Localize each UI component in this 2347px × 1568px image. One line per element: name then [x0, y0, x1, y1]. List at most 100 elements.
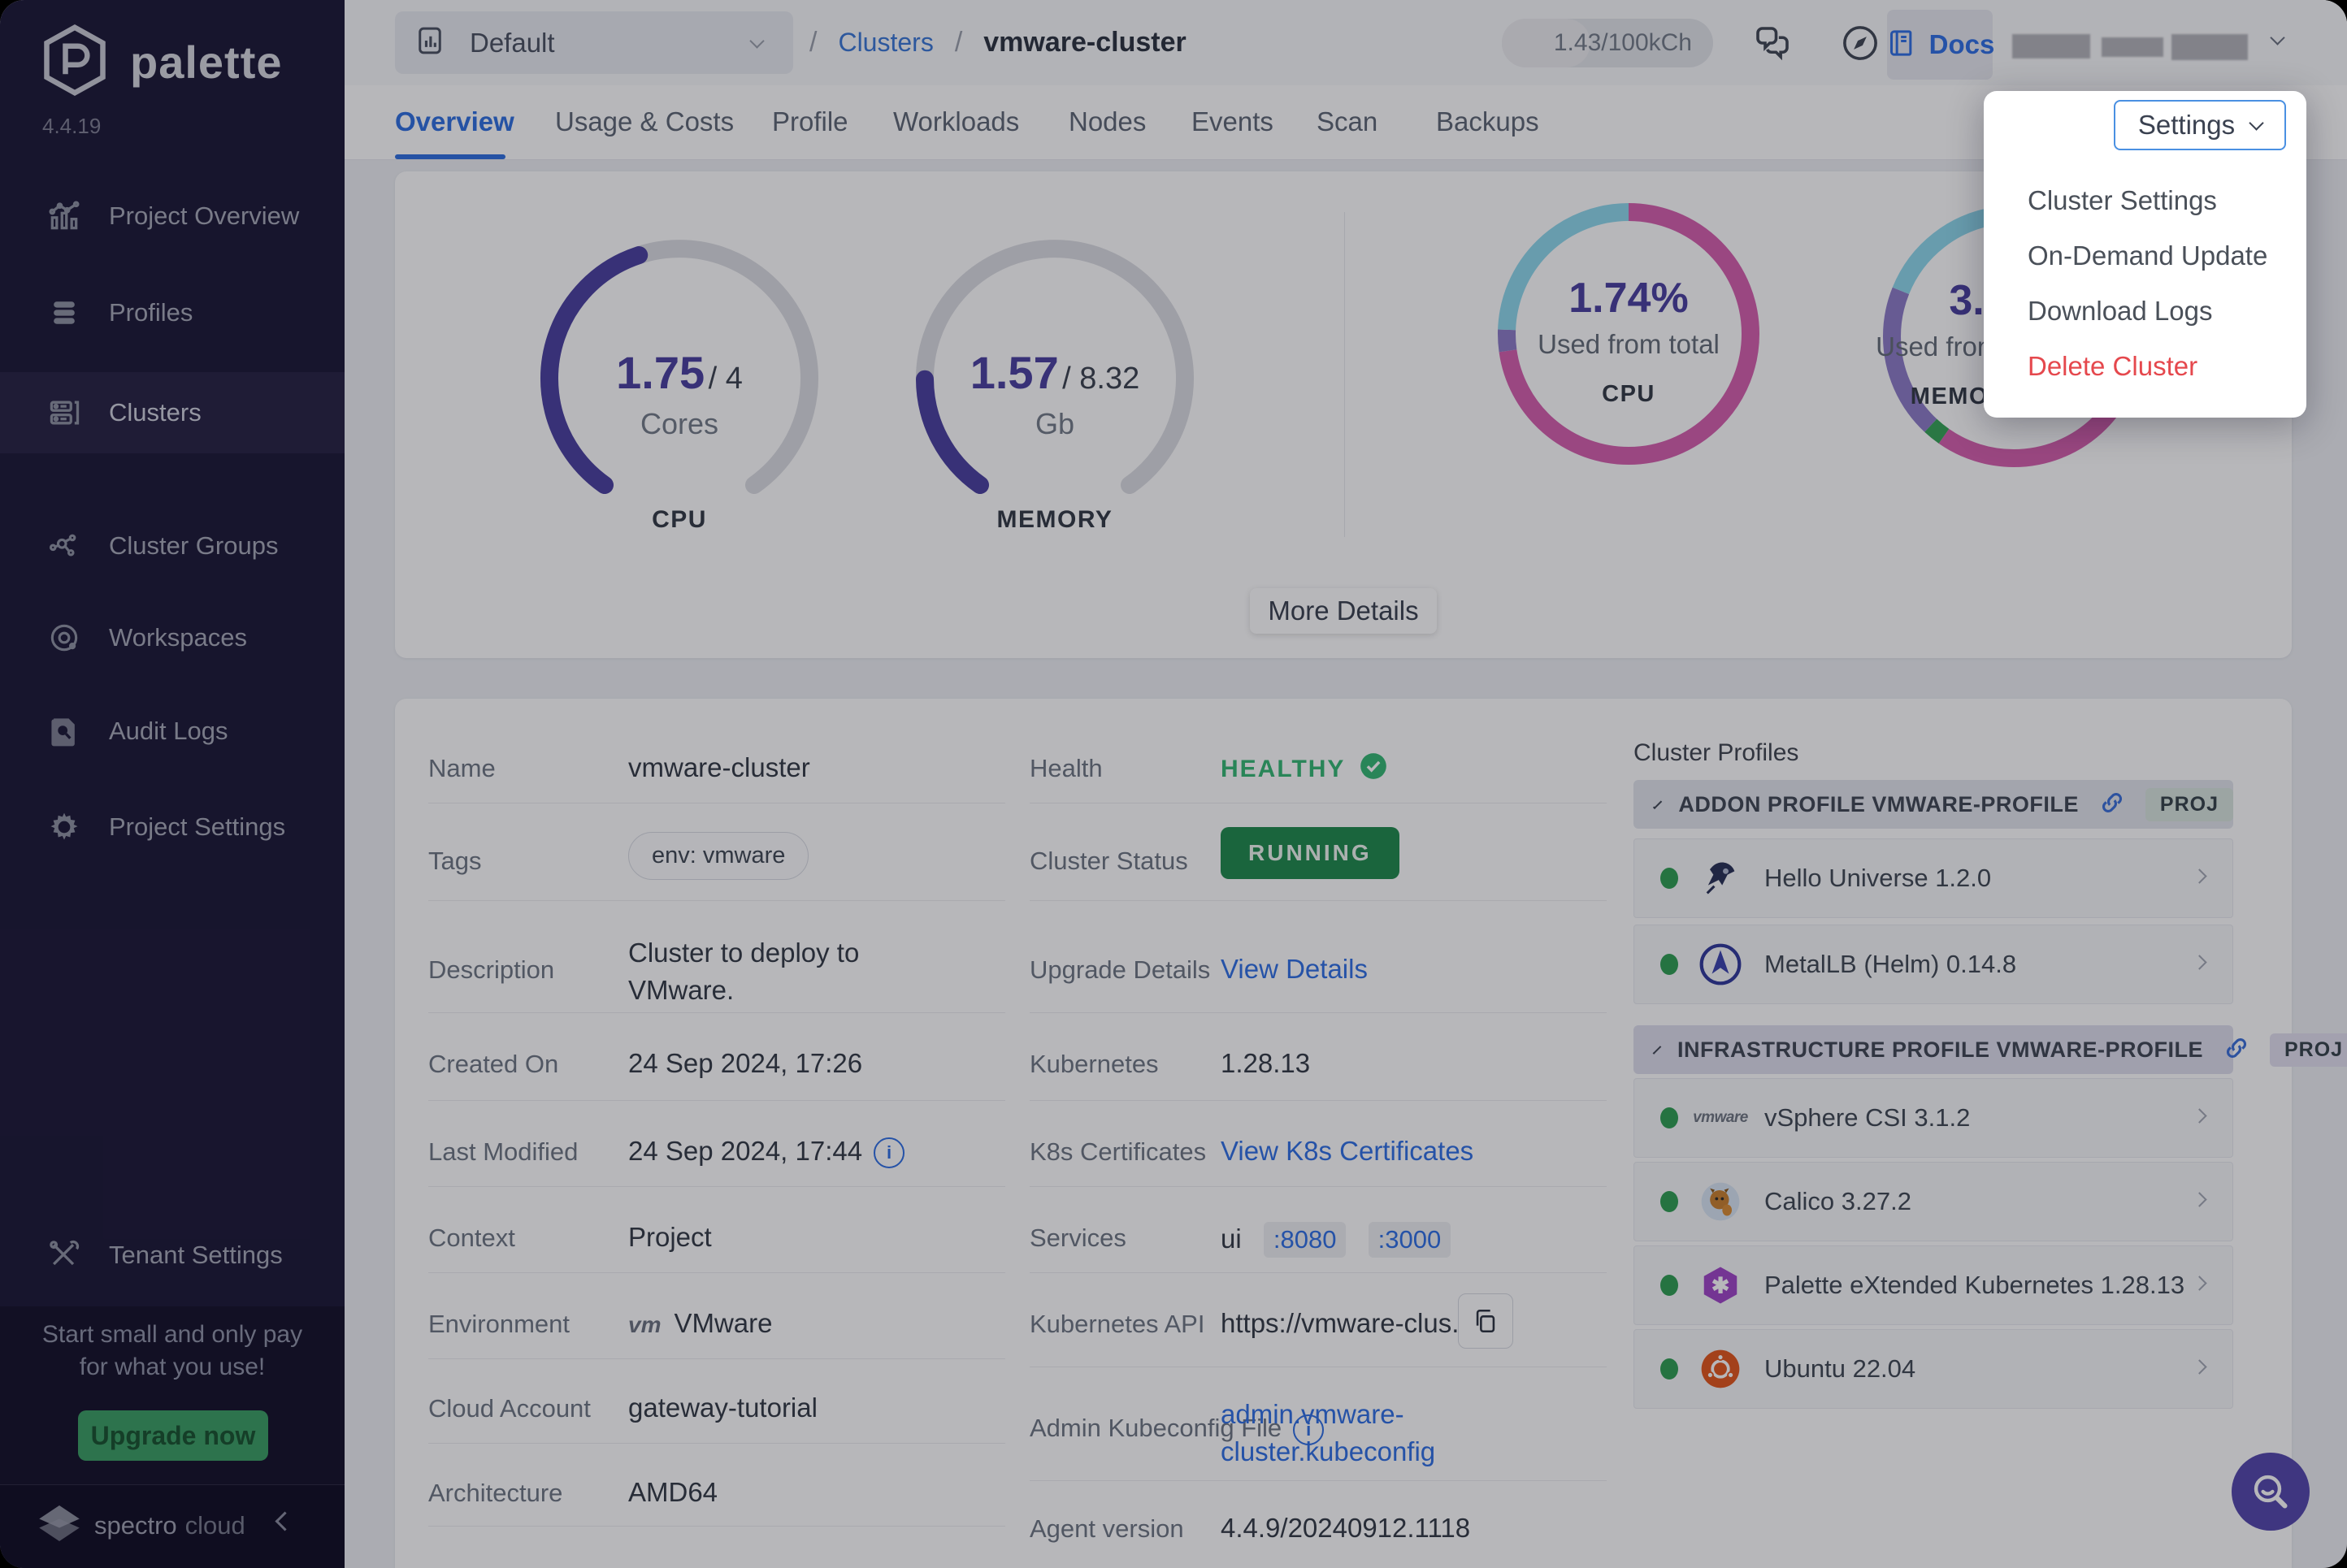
link-icon	[2098, 789, 2126, 821]
search-fab-button[interactable]	[2232, 1453, 2310, 1531]
k8s-certificates-label: K8s Certificates	[1030, 1137, 1207, 1166]
sidebar-item-label: Audit Logs	[109, 717, 228, 745]
usage-quota-badge: 1.43/100kCh	[1502, 19, 1713, 67]
menu-item-delete-cluster[interactable]: Delete Cluster	[2028, 351, 2198, 381]
user-menu-chevron-icon[interactable]	[2270, 30, 2285, 47]
footer-brand-secondary: cloud	[184, 1511, 245, 1540]
service-port-link[interactable]: :8080	[1263, 1222, 1347, 1258]
services-label: Services	[1030, 1224, 1126, 1252]
sidebar-item-cluster-groups[interactable]: Cluster Groups	[0, 505, 345, 587]
sidebar-item-project-overview[interactable]: Project Overview	[0, 175, 345, 257]
tab-profile[interactable]: Profile	[772, 85, 848, 158]
cpu-percent-donut: 1.74% Used from total CPU	[1490, 196, 1783, 472]
metallb-icon	[1698, 942, 1743, 987]
project-selector[interactable]: Default	[395, 11, 793, 74]
memory-gauge-label: MEMORY	[996, 506, 1113, 533]
sidebar-item-project-settings[interactable]: Project Settings	[0, 786, 345, 868]
menu-item-cluster-settings[interactable]: Cluster Settings	[2028, 185, 2217, 215]
status-dot-icon	[1660, 1358, 1678, 1380]
upgrade-promo: Start small and only pay for what you us…	[0, 1306, 345, 1484]
user-name-redacted	[2012, 34, 2090, 58]
service-port-link[interactable]: :3000	[1368, 1222, 1451, 1258]
tab-usage-costs[interactable]: Usage & Costs	[555, 85, 734, 158]
cpu-gauge: 1.75 / 4 Cores CPU	[533, 232, 826, 533]
agent-version-label: Agent version	[1030, 1514, 1184, 1543]
spectro-cloud-logo-icon	[33, 1497, 86, 1554]
tab-backups[interactable]: Backups	[1436, 85, 1539, 158]
chat-icon[interactable]	[1750, 21, 1794, 65]
infrastructure-profile-group-header[interactable]: INFRASTRUCTURE PROFILE VMWARE-PROFILE PR…	[1633, 1025, 2347, 1074]
profile-layer-row-metallb[interactable]: MetalLB (Helm) 0.14.8	[1633, 925, 2233, 1004]
calico-icon	[1698, 1179, 1743, 1224]
profile-layer-row-hello-universe[interactable]: Hello Universe 1.2.0	[1633, 838, 2233, 918]
chevron-right-icon	[2192, 1276, 2207, 1293]
view-details-link[interactable]: View Details	[1221, 954, 1368, 984]
menu-item-download-logs[interactable]: Download Logs	[2028, 296, 2213, 326]
layers-icon	[46, 294, 83, 331]
settings-dropdown: Settings Cluster Settings On-Demand Upda…	[1984, 91, 2306, 418]
tab-nodes[interactable]: Nodes	[1069, 85, 1146, 158]
settings-button[interactable]: Settings	[2114, 100, 2286, 150]
admin-kubeconfig-link[interactable]: admin.vmware- cluster.kubeconfig	[1221, 1399, 1436, 1466]
sidebar-item-profiles[interactable]: Profiles	[0, 272, 345, 353]
link-icon	[2223, 1034, 2250, 1066]
collapse-sidebar-icon[interactable]	[275, 1511, 295, 1532]
copy-button[interactable]	[1458, 1293, 1513, 1349]
profile-layer-row-vsphere-csi[interactable]: vmware vSphere CSI 3.1.2	[1633, 1078, 2233, 1158]
usage-summary-card: 1.75 / 4 Cores CPU 1.57 / 8.32 Gb MEMORY	[395, 171, 2292, 658]
row-divider	[428, 1358, 1005, 1359]
sidebar-item-audit-logs[interactable]: Audit Logs	[0, 691, 345, 772]
upgrade-now-button[interactable]: Upgrade now	[78, 1410, 268, 1461]
chevron-right-icon	[2192, 955, 2207, 972]
settings-button-label: Settings	[2137, 110, 2236, 140]
memory-used: 1.57	[970, 347, 1059, 398]
sidebar-item-workspaces[interactable]: Workspaces	[0, 597, 345, 678]
last-modified-value: 24 Sep 2024, 17:44 i	[628, 1136, 905, 1169]
info-icon[interactable]: i	[1293, 1414, 1325, 1445]
kubernetes-label: Kubernetes	[1030, 1050, 1159, 1078]
profile-layer-row-calico[interactable]: Calico 3.27.2	[1633, 1162, 2233, 1241]
profile-layer-row-ubuntu[interactable]: Ubuntu 22.04	[1633, 1329, 2233, 1409]
info-icon[interactable]: i	[874, 1137, 905, 1169]
tab-events[interactable]: Events	[1191, 85, 1273, 158]
cpu-percent-label: CPU	[1602, 381, 1655, 407]
health-label: Health	[1030, 754, 1103, 782]
view-k8s-certificates-link[interactable]: View K8s Certificates	[1221, 1136, 1474, 1166]
promo-line-2: for what you use!	[79, 1354, 266, 1380]
status-dot-icon	[1660, 954, 1678, 975]
project-selector-value: Default	[470, 27, 555, 58]
sidebar-item-tenant-settings[interactable]: Tenant Settings	[0, 1215, 345, 1296]
memory-capacity: 8.32	[1079, 362, 1140, 396]
cpu-unit: Cores	[640, 407, 719, 440]
tab-label: Events	[1191, 106, 1273, 136]
tab-workloads[interactable]: Workloads	[893, 85, 1019, 158]
row-divider	[428, 1012, 1005, 1013]
more-details-button[interactable]: More Details	[1250, 588, 1437, 634]
breadcrumb-current: vmware-cluster	[983, 27, 1187, 58]
compass-icon[interactable]	[1838, 21, 1882, 65]
cpu-percent-text: 1.74% Used from total CPU	[1490, 274, 1767, 408]
kubernetes-api-value: https://vmware-clus...	[1221, 1308, 1474, 1338]
status-dot-icon	[1660, 868, 1678, 889]
addon-profile-group-header[interactable]: ADDON PROFILE VMWARE-PROFILE PROJ	[1633, 780, 2233, 829]
breadcrumb-clusters-link[interactable]: Clusters	[838, 28, 934, 57]
sidebar-item-label: Clusters	[109, 398, 202, 427]
sidebar-item-clusters[interactable]: Clusters	[0, 372, 345, 453]
status-dot-icon	[1660, 1191, 1678, 1212]
profile-layer-row-palette-extended-kubernetes[interactable]: ✱ Palette eXtended Kubernetes 1.28.13	[1633, 1245, 2233, 1325]
promo-line-1: Start small and only pay	[41, 1321, 303, 1348]
tab-overview[interactable]: Overview	[395, 85, 514, 159]
audit-log-icon	[46, 713, 83, 750]
row-divider	[428, 1526, 1005, 1527]
architecture-label: Architecture	[428, 1479, 563, 1507]
row-divider	[1030, 1186, 1607, 1187]
sidebar-item-label: Profiles	[109, 298, 193, 327]
tab-scan[interactable]: Scan	[1317, 85, 1377, 158]
tag-chip: env: vmware	[628, 832, 809, 880]
menu-item-on-demand-update[interactable]: On-Demand Update	[2028, 240, 2268, 271]
book-icon	[1885, 27, 1918, 63]
footer-brand-primary: spectro	[94, 1511, 177, 1540]
docs-button[interactable]: Docs	[1885, 10, 1994, 80]
admin-kubeconfig-label: Admin Kubeconfig File i	[1030, 1414, 1325, 1445]
cpu-used: 1.75	[616, 347, 705, 398]
